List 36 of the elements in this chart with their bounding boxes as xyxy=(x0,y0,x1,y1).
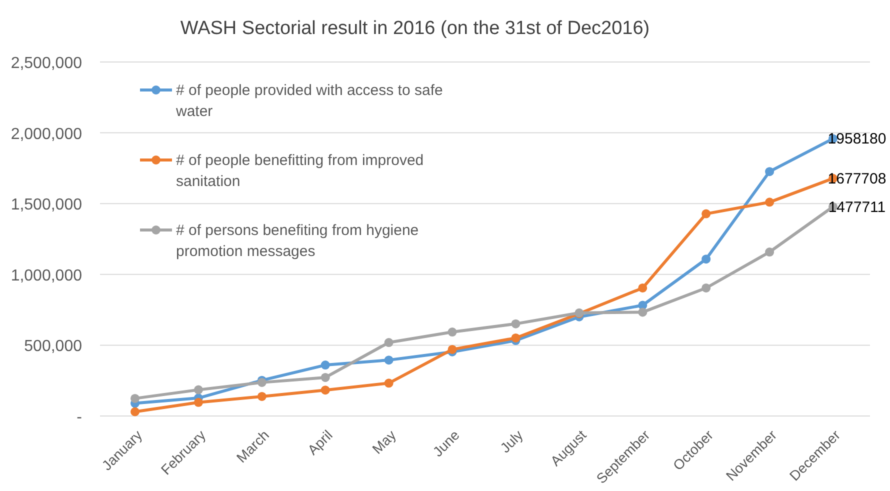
point xyxy=(638,283,648,292)
point xyxy=(765,248,774,257)
point xyxy=(384,338,394,348)
point xyxy=(320,360,330,370)
point xyxy=(702,283,711,292)
point xyxy=(384,356,394,365)
point xyxy=(448,328,457,337)
chart-title: WASH Sectorial result in 2016 (on the 31st of Dec2016) xyxy=(180,18,650,39)
point xyxy=(384,378,394,388)
x-tick-label: July xyxy=(496,426,526,456)
point xyxy=(702,209,711,218)
legend-label: # of persons benefiting from hygiene promotion messages xyxy=(176,222,419,260)
point xyxy=(194,385,203,394)
point xyxy=(257,392,266,401)
y-tick-label: - xyxy=(76,409,82,426)
point xyxy=(638,308,648,317)
point xyxy=(702,254,711,264)
y-tick-label: 2,000,000 xyxy=(10,126,82,143)
point xyxy=(194,398,203,407)
legend-label: # of people benefitting from improved sanitation xyxy=(176,152,424,190)
y-tick-label: 1,000,000 xyxy=(10,267,82,284)
point xyxy=(511,333,520,342)
point xyxy=(320,386,330,395)
point xyxy=(320,372,330,382)
point xyxy=(130,394,140,403)
point xyxy=(765,167,774,176)
y-tick-label: 500,000 xyxy=(24,338,82,356)
x-tick-label: May xyxy=(368,426,399,457)
y-tick-label: 2,500,000 xyxy=(10,55,82,72)
y-tick-label: 1,500,000 xyxy=(10,196,82,214)
point xyxy=(511,319,520,328)
point xyxy=(130,407,140,416)
point xyxy=(765,198,774,207)
legend-label: # of people provided with access to safe water xyxy=(175,82,443,120)
data-label: 1477711 xyxy=(828,198,886,216)
point xyxy=(448,344,457,354)
